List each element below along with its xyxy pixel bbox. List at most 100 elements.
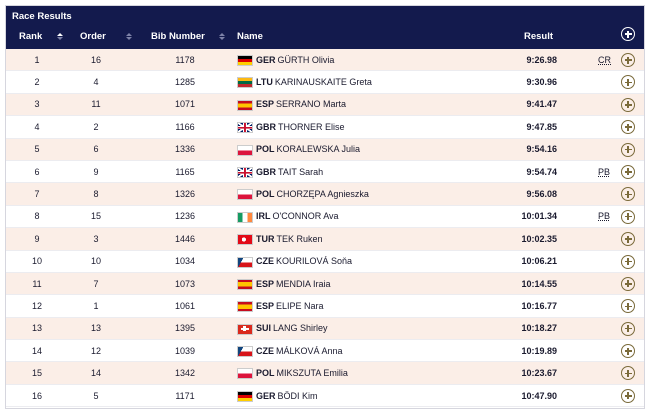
expand-row-icon[interactable] xyxy=(621,344,635,359)
table-title: Race Results xyxy=(12,11,72,22)
country-code: IRL xyxy=(256,211,271,222)
result-cell: 10:16.77 xyxy=(521,300,557,311)
result-cell: 10:06.21 xyxy=(521,256,557,267)
country-code: POL xyxy=(256,368,275,379)
table-row[interactable]: 10 10 1034 CZE KOURILOVÁ Soňa 10:06.21 xyxy=(6,250,644,273)
table-header: Race Results Rank Order Bib Number Name … xyxy=(6,6,644,49)
flag-icon xyxy=(237,122,253,134)
flag-icon xyxy=(237,144,253,156)
order-cell: 16 xyxy=(90,54,101,65)
result-cell: 9:54.16 xyxy=(526,144,557,155)
country-code: SUI xyxy=(256,323,272,334)
expand-row-icon[interactable] xyxy=(621,75,635,90)
expand-row-icon[interactable] xyxy=(621,97,635,112)
rank-cell: 14 xyxy=(31,345,42,356)
rank-column-label: Rank xyxy=(19,31,43,42)
sort-icon[interactable] xyxy=(57,33,64,40)
athlete-name-text: CHORZĘPA Agnieszka xyxy=(276,189,369,200)
table-row[interactable]: 5 6 1336 POL KORALEWSKA Julia 9:54.16 xyxy=(6,138,644,161)
result-cell: 9:54.74 xyxy=(526,166,557,177)
order-cell: 1 xyxy=(93,300,99,311)
athlete-name: POL KORALEWSKA Julia xyxy=(256,144,360,154)
bib-column-label: Bib Number xyxy=(151,31,205,42)
expand-row-icon[interactable] xyxy=(621,187,635,202)
result-cell: 9:41.47 xyxy=(526,99,557,110)
bib-cell: 1061 xyxy=(174,300,196,311)
table-row[interactable]: 3 11 1071 ESP SERRANO Marta 9:41.47 xyxy=(6,93,644,117)
expand-row-icon[interactable] xyxy=(621,366,635,381)
table-row[interactable]: 11 7 1073 ESP MENDIA Iraia 10:14.55 xyxy=(6,272,644,296)
flag-icon xyxy=(237,99,253,111)
table-row[interactable]: 12 1 1061 ESP ELIPE Nara 10:16.77 xyxy=(6,295,644,318)
flag-icon xyxy=(237,211,253,223)
bib-cell: 1285 xyxy=(174,77,196,88)
expand-row-icon[interactable] xyxy=(621,142,635,157)
result-cell: 9:47.85 xyxy=(526,121,557,132)
table-row[interactable]: 6 9 1165 GBR TAIT Sarah 9:54.74 PB xyxy=(6,160,644,184)
expand-row-icon[interactable] xyxy=(621,321,635,336)
flag-icon xyxy=(237,323,253,335)
record-badge: PB xyxy=(598,211,611,222)
table-row[interactable]: 16 5 1171 GER BÖDI Kim 10:47.90 xyxy=(6,384,644,408)
order-cell: 10 xyxy=(90,256,101,267)
flag-icon xyxy=(237,278,253,290)
expand-row-icon[interactable] xyxy=(621,53,635,67)
athlete-name-text: O'CONNOR Ava xyxy=(272,211,339,222)
table-row[interactable]: 8 15 1236 IRL O'CONNOR Ava 10:01.34 PB xyxy=(6,205,644,229)
expand-row-icon[interactable] xyxy=(621,299,635,314)
flag-icon xyxy=(237,166,253,178)
result-cell: 10:18.27 xyxy=(521,323,557,334)
athlete-name: GER BÖDI Kim xyxy=(256,391,318,401)
result-cell: 10:01.34 xyxy=(521,211,557,222)
bib-cell: 1039 xyxy=(174,345,196,356)
order-column-header[interactable]: Order xyxy=(80,31,132,42)
country-code: POL xyxy=(256,189,275,200)
result-cell: 10:14.55 xyxy=(521,278,557,289)
bib-cell: 1446 xyxy=(174,233,196,244)
expand-row-icon[interactable] xyxy=(621,209,635,224)
athlete-name-text: LANG Shirley xyxy=(273,323,328,334)
bib-cell: 1034 xyxy=(174,256,196,267)
result-column-label: Result xyxy=(524,31,554,42)
bib-cell: 1395 xyxy=(174,323,196,334)
expand-row-icon[interactable] xyxy=(621,164,635,179)
expand-row-icon[interactable] xyxy=(621,388,635,403)
table-row[interactable]: 15 14 1342 POL MIKSZUTA Emilia 10:23.67 xyxy=(6,362,644,385)
bib-cell: 1165 xyxy=(175,166,195,177)
expand-row-icon[interactable] xyxy=(621,232,635,247)
sort-icon[interactable] xyxy=(218,33,225,40)
sort-icon[interactable] xyxy=(125,33,132,40)
athlete-name-text: TAIT Sarah xyxy=(278,166,324,177)
table-row[interactable]: 13 13 1395 SUI LANG Shirley 10:18.27 xyxy=(6,317,644,341)
order-cell: 15 xyxy=(90,211,101,222)
country-code: LTU xyxy=(256,77,273,88)
table-row[interactable]: 9 3 1446 TUR TEK Ruken 10:02.35 xyxy=(6,228,644,251)
table-row[interactable]: 14 12 1039 CZE MÁLKOVÁ Anna 10:19.89 xyxy=(6,340,644,363)
rank-cell: 8 xyxy=(34,211,40,222)
athlete-name: POL CHORZĘPA Agnieszka xyxy=(256,189,369,199)
order-cell: 12 xyxy=(90,345,101,356)
athlete-name-text: KORALEWSKA Julia xyxy=(276,144,361,155)
table-row[interactable]: 1 16 1178 GER GÜRTH Olivia 9:26.98 CR xyxy=(6,49,644,72)
country-code: CZE xyxy=(256,256,274,267)
flag-icon xyxy=(237,301,253,313)
athlete-name: CZE KOURILOVÁ Soňa xyxy=(256,256,352,266)
rank-column-header[interactable]: Rank xyxy=(19,31,64,42)
result-cell: 9:56.08 xyxy=(526,189,557,200)
rank-cell: 16 xyxy=(31,390,42,401)
table-row[interactable]: 4 2 1166 GBR THORNER Elise 9:47.85 xyxy=(6,116,644,139)
table-body: 1 16 1178 GER GÜRTH Olivia 9:26.98 CR 2 4 1285 LTU… xyxy=(6,49,644,408)
rank-cell: 7 xyxy=(34,189,40,200)
table-row[interactable]: 2 4 1285 LTU KARINAUSKAITE Greta 9:30.96 xyxy=(6,71,644,94)
athlete-name-text: SERRANO Marta xyxy=(276,99,347,110)
expand-row-icon[interactable] xyxy=(621,254,635,269)
order-cell: 6 xyxy=(93,144,99,155)
expand-row-icon[interactable] xyxy=(621,120,635,135)
country-code: CZE xyxy=(256,345,274,356)
expand-all-icon[interactable] xyxy=(621,27,635,41)
table-row[interactable]: 7 8 1326 POL CHORZĘPA Agnieszka 9:56.08 xyxy=(6,183,644,206)
flag-icon xyxy=(237,256,253,268)
bib-column-header[interactable]: Bib Number xyxy=(151,31,225,42)
bib-cell: 1236 xyxy=(174,211,196,222)
expand-row-icon[interactable] xyxy=(621,276,635,291)
